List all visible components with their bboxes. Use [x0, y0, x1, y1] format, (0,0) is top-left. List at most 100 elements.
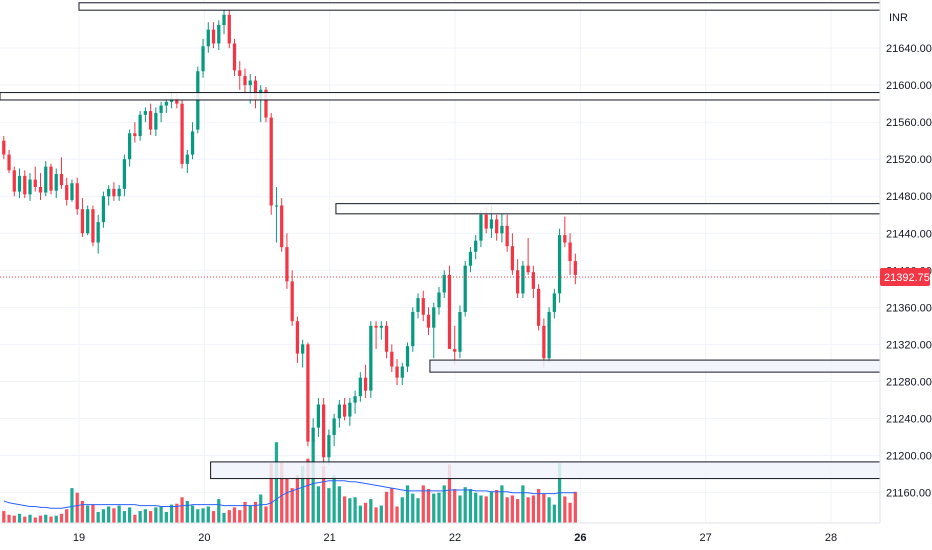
candle-body-108 — [568, 242, 572, 262]
candle-body-7 — [38, 186, 43, 193]
candle-body-15 — [80, 209, 85, 234]
candle-body-72 — [379, 325, 383, 328]
candle-body-83 — [437, 292, 441, 308]
candle-body-51 — [269, 117, 273, 206]
zone-rect-4[interactable] — [210, 461, 881, 480]
candle-body-52 — [274, 205, 279, 207]
volume-bar-40 — [211, 511, 216, 523]
candle-body-65 — [342, 404, 347, 417]
candle-body-57 — [301, 344, 305, 354]
volume-bar-89 — [468, 489, 473, 523]
candle-body-33 — [175, 98, 179, 104]
volume-bar-84 — [442, 485, 446, 523]
volume-bar-79 — [416, 498, 420, 523]
candle-body-98 — [516, 270, 520, 294]
volume-bar-97 — [510, 495, 515, 523]
candle-body-4 — [23, 175, 27, 195]
volume-bar-51 — [269, 463, 273, 523]
volume-bar-86 — [453, 489, 457, 523]
candle-body-101 — [531, 272, 535, 289]
volume-bar-3 — [17, 513, 22, 523]
volume-bar-55 — [290, 488, 294, 523]
candle-body-107 — [563, 235, 567, 243]
candle-body-56 — [295, 321, 300, 354]
y-tick-label: 21440.00 — [886, 228, 932, 240]
volume-bar-43 — [227, 510, 231, 523]
volume-bar-41 — [217, 499, 221, 523]
y-tick-label: 21520.00 — [886, 154, 932, 166]
candle-body-67 — [353, 396, 357, 403]
volume-bar-72 — [379, 505, 383, 523]
volume-bar-80 — [421, 485, 425, 523]
volume-bar-19 — [101, 509, 106, 523]
volume-bar-9 — [49, 516, 53, 523]
candle-body-85 — [447, 274, 452, 349]
volume-bar-58 — [306, 458, 310, 523]
volume-bar-54 — [285, 478, 289, 523]
volume-bar-20 — [107, 506, 111, 523]
volume-bar-71 — [374, 507, 378, 523]
volume-bar-96 — [505, 497, 509, 523]
candle-body-13 — [70, 183, 74, 200]
zone-rect-2[interactable] — [335, 203, 881, 215]
candle-body-46 — [243, 75, 247, 86]
candle-body-89 — [468, 251, 473, 266]
candle-body-54 — [285, 247, 289, 282]
candle-body-22 — [117, 188, 121, 197]
candle-body-53 — [280, 205, 284, 248]
candle-body-75 — [395, 366, 399, 378]
grid-lines — [0, 0, 880, 523]
candle-body-12 — [65, 185, 69, 200]
zone-rectangles[interactable] — [0, 2, 881, 480]
candle-body-96 — [505, 225, 509, 247]
candlesticks — [2, 9, 577, 467]
candle-body-77 — [405, 346, 410, 367]
candle-body-80 — [421, 298, 425, 315]
zone-rect-1[interactable] — [0, 92, 881, 101]
candle-body-90 — [474, 240, 478, 252]
volume-bar-99 — [521, 485, 525, 523]
volume-bar-50 — [264, 506, 268, 523]
candle-body-64 — [337, 404, 341, 419]
volume-bar-62 — [327, 488, 331, 523]
volume-bars — [2, 440, 577, 523]
candle-body-9 — [49, 166, 53, 191]
volume-bar-39 — [206, 506, 210, 523]
candle-body-62 — [327, 435, 331, 458]
candle-body-42 — [222, 14, 226, 25]
current-price-badge-bg — [880, 268, 930, 287]
candle-body-84 — [442, 274, 446, 293]
x-tick-label: 20 — [198, 532, 210, 544]
volume-bar-15 — [80, 500, 85, 523]
volume-bar-4 — [23, 516, 27, 523]
volume-bar-94 — [495, 489, 499, 523]
volume-moving-average — [3, 480, 576, 509]
candle-body-61 — [322, 404, 326, 458]
volume-bar-32 — [169, 504, 174, 523]
volume-bar-11 — [59, 513, 64, 523]
volume-bar-67 — [353, 497, 357, 523]
candle-body-14 — [75, 183, 79, 210]
candle-body-55 — [290, 281, 294, 322]
candle-body-60 — [316, 404, 321, 428]
zone-rect-0[interactable] — [78, 2, 881, 11]
volume-bar-7 — [38, 515, 43, 523]
zone-rect-3[interactable] — [429, 359, 881, 373]
y-tick-label: 21160.00 — [886, 487, 931, 499]
volume-bar-8 — [44, 514, 48, 523]
volume-bar-75 — [395, 506, 399, 523]
volume-bar-93 — [489, 491, 494, 523]
candle-body-28 — [148, 111, 153, 130]
time-axis-bg — [0, 523, 880, 550]
x-tick-label: 22 — [449, 532, 461, 544]
volume-bar-46 — [243, 501, 247, 523]
candle-body-97 — [510, 246, 515, 271]
volume-bar-49 — [259, 494, 263, 523]
volume-bar-14 — [75, 492, 79, 523]
candle-body-31 — [164, 101, 168, 106]
candle-body-71 — [374, 325, 378, 328]
time-axis[interactable]: 19 20 21 22 26 27 28 — [0, 522, 880, 550]
candle-body-17 — [91, 209, 95, 243]
candle-body-48 — [253, 80, 258, 100]
